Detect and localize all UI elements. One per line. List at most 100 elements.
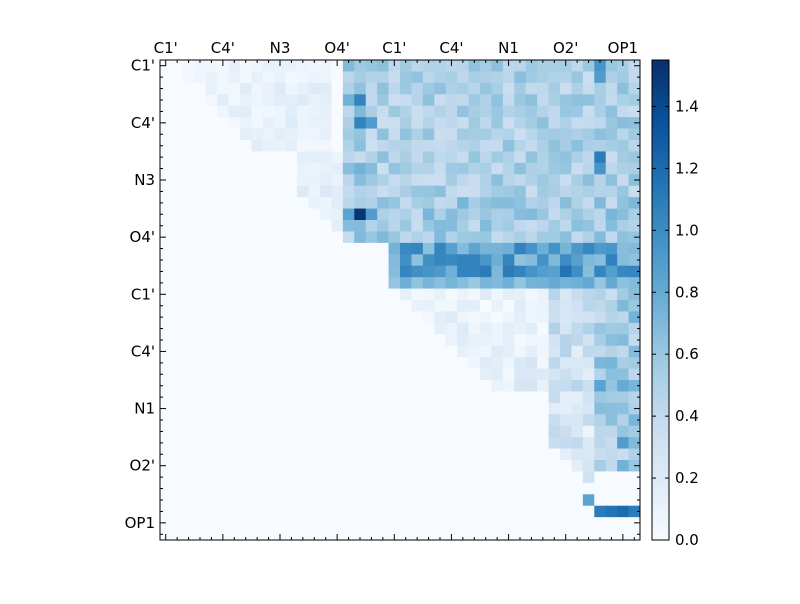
heatmap-cell [354,105,367,118]
heatmap-cell [205,117,218,129]
heatmap-cell [400,231,412,244]
heatmap-cell [217,437,229,449]
heatmap-cell [457,288,469,301]
heatmap-cell [388,391,401,404]
heatmap-cell [365,277,378,289]
heatmap-cell [228,357,241,369]
heatmap-cell [594,391,607,404]
heatmap-cell [628,197,641,209]
heatmap-cell [571,151,584,164]
heatmap-cell [537,140,549,152]
heatmap-cell [582,368,595,381]
heatmap-cell [342,300,355,312]
heatmap-cell [354,288,367,301]
heatmap-cell [560,517,572,529]
heatmap-cell [331,425,344,438]
heatmap-cell [274,437,287,449]
heatmap-cell [354,94,367,107]
heatmap-cell [434,494,447,507]
heatmap-cell [388,242,401,255]
heatmap-cell [514,265,527,278]
heatmap-cell [434,242,447,255]
heatmap-cell [331,334,344,347]
heatmap-cell [331,414,344,427]
heatmap-cell [388,185,401,198]
heatmap-cell [571,128,584,141]
heatmap-cell [194,94,207,107]
heatmap-cell [514,231,527,244]
heatmap-cell [480,117,492,129]
heatmap-cell [605,425,618,438]
heatmap-cell [594,105,607,118]
heatmap-cell [617,482,629,495]
heatmap-cell [537,117,549,129]
heatmap-cell [342,140,355,152]
heatmap-cell [617,460,629,472]
heatmap-cell [480,322,492,335]
heatmap-cell [274,505,287,518]
heatmap-cell [365,60,378,72]
heatmap-cell [411,471,424,484]
heatmap-cell [251,82,264,95]
heatmap-cell [525,174,538,187]
heatmap-cell [182,471,195,484]
heatmap-cell [285,265,298,278]
heatmap-cell [548,277,561,289]
heatmap-cell [525,288,538,301]
heatmap-cell [388,368,401,381]
heatmap-cell [205,334,218,347]
heatmap-cell [525,380,538,392]
heatmap-cell [262,414,275,427]
heatmap-cell [205,254,218,267]
heatmap-cell [365,368,378,381]
heatmap-cell [617,174,629,187]
heatmap-cell [514,151,527,164]
heatmap-cell [217,265,229,278]
heatmap-cell [205,322,218,335]
heatmap-cell [262,197,275,209]
heatmap-cell [297,174,309,187]
heatmap-cell [228,254,241,267]
heatmap-cell [308,460,321,472]
heatmap-cell [617,494,629,507]
heatmap-cell [480,471,492,484]
heatmap-cell [537,528,549,541]
heatmap-cell [217,425,229,438]
heatmap-cell [617,391,629,404]
heatmap-cell [434,277,447,289]
heatmap-cell [445,162,458,175]
heatmap-cell [194,197,207,209]
heatmap-cell [480,71,492,84]
heatmap-cell [434,231,447,244]
heatmap-cell [434,482,447,495]
heatmap-cell [537,174,549,187]
heatmap-cell [377,505,389,518]
heatmap-cell [171,231,184,244]
heatmap-cell [491,82,504,95]
heatmap-cell [308,494,321,507]
heatmap-cell [160,311,172,324]
heatmap-cell [628,334,641,347]
heatmap-cell [548,517,561,529]
heatmap-cell [228,334,241,347]
heatmap-cell [388,300,401,312]
heatmap-cell [342,265,355,278]
heatmap-cell [171,437,184,449]
heatmap-cell [571,300,584,312]
heatmap-cell [354,380,367,392]
heatmap-cell [354,448,367,461]
heatmap-cell [525,517,538,529]
heatmap-cell [434,334,447,347]
heatmap-cell [262,391,275,404]
heatmap-cell [537,208,549,221]
heatmap-cell [297,437,309,449]
heatmap-cell [537,448,549,461]
heatmap-cell [377,322,389,335]
heatmap-cell [251,288,264,301]
heatmap-cell [171,174,184,187]
heatmap-cell [411,460,424,472]
heatmap-cell [560,162,572,175]
heatmap-cell [182,505,195,518]
heatmap-cell [320,471,332,484]
heatmap-cell [594,174,607,187]
